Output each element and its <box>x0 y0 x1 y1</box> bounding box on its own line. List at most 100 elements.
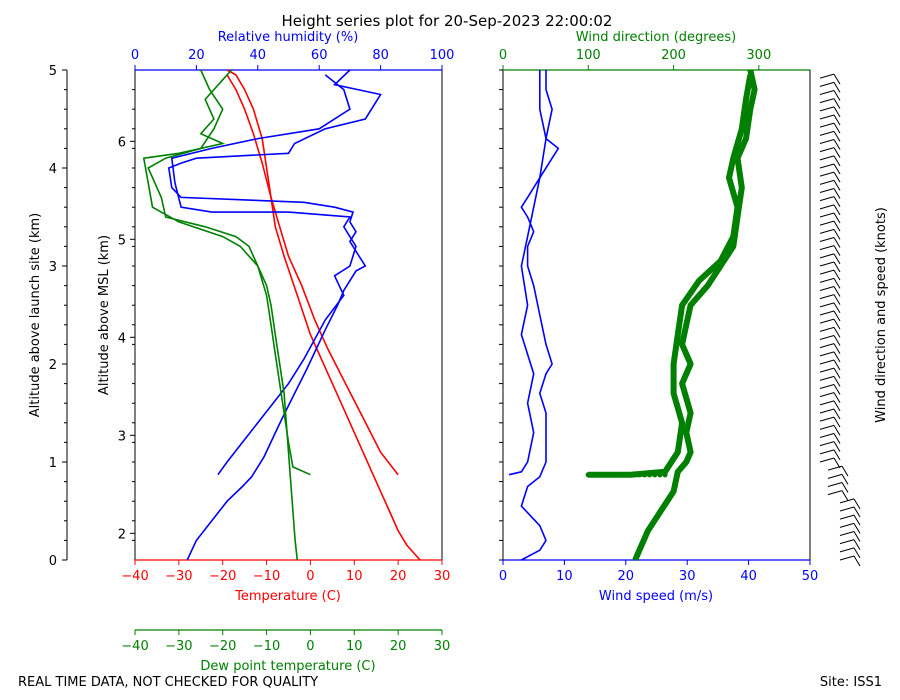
msl-tick-label: 4 <box>118 331 126 346</box>
wind-barb <box>819 375 835 381</box>
series-temp-line <box>226 69 421 561</box>
rh-tick-label: 0 <box>131 48 139 63</box>
wind-barb <box>819 114 835 120</box>
thermo-tick-group: −40 −30 −20 −10 0 10 20 30−40 −30 −20 −10 0 10 20 300 2… <box>49 48 455 654</box>
wdir-tick-label: 300 <box>746 48 771 63</box>
wdir-marker <box>585 472 591 478</box>
rh-tick-label: 100 <box>430 48 455 63</box>
msl-tick-label: 6 <box>118 135 126 150</box>
wspd-tick-label: 30 <box>679 569 696 584</box>
wind-barb-flag <box>833 90 841 101</box>
wind-barb-flag <box>833 171 841 183</box>
wind-barb <box>819 384 835 389</box>
wind-barb-flag <box>833 327 841 338</box>
temp-tick-label: 10 <box>346 569 363 584</box>
wind-barb <box>819 433 835 438</box>
wind-barb-flag <box>833 359 841 371</box>
wind-barb-flag <box>853 539 861 550</box>
wdir-marker <box>621 472 627 478</box>
wspd-tick-label: 10 <box>556 569 573 584</box>
wind-barb-flag <box>833 457 841 469</box>
wind-barb-flag <box>833 253 841 265</box>
wind-barb-flag <box>833 376 841 387</box>
series-rh-line <box>170 74 357 476</box>
wind-barb <box>819 286 835 291</box>
wind-tick-group: 0 10 20 30 40 50 0 100 200 300 <box>499 48 818 584</box>
wind-barb <box>819 269 835 275</box>
wind-barb-flag <box>833 155 841 167</box>
wdir-marker <box>606 472 612 478</box>
wind-barb <box>819 163 835 169</box>
wind-barb <box>827 465 843 471</box>
wind-barb <box>819 424 835 430</box>
wind-barb <box>819 139 835 144</box>
wind-barb <box>819 261 835 267</box>
wind-barb <box>827 482 843 487</box>
wind-barb <box>839 514 855 520</box>
temp-axis-label: Temperature (C) <box>234 589 341 604</box>
series-dew-line <box>142 69 311 476</box>
wind-barb-flag <box>833 441 841 452</box>
rh-tick-label: 60 <box>311 48 328 63</box>
wind-barb-flag <box>833 278 841 289</box>
temp-tick-label: 20 <box>390 569 407 584</box>
wind-barb-flag <box>833 294 841 305</box>
wind-barb <box>819 237 835 242</box>
series-rh-line <box>167 69 382 561</box>
site-tick-label: 5 <box>49 64 57 79</box>
wind-barb <box>839 531 855 536</box>
wind-barb <box>819 400 835 406</box>
wind-barb-flag <box>833 245 841 256</box>
wind-barb-flag <box>833 343 841 354</box>
series-wdir-line <box>632 69 758 562</box>
wind-barb <box>819 130 835 136</box>
site-label: Site: ISS1 <box>820 675 882 690</box>
wind-barb-flag <box>833 408 841 420</box>
wind-barb-flag <box>833 180 841 191</box>
wdir-tick-label: 0 <box>499 48 507 63</box>
wind-barb-flag <box>833 286 841 297</box>
wind-barb-flag <box>833 416 841 428</box>
wind-barb-flag <box>833 220 841 232</box>
wind-barb <box>819 212 835 218</box>
wdir-tick-label: 100 <box>576 48 601 63</box>
series-wspd-line <box>520 70 560 561</box>
wind-barb-flag <box>833 73 841 85</box>
wind-barb-flag <box>833 318 841 330</box>
wspd-tick-label: 0 <box>499 569 507 584</box>
wind-barb <box>819 228 835 234</box>
wdir-marker <box>647 472 653 478</box>
rh-tick-label: 20 <box>188 48 205 63</box>
wind-barb <box>819 294 835 300</box>
wdir-marker <box>611 472 617 478</box>
site-tick-label: 2 <box>49 358 57 373</box>
series-wdir-line <box>588 74 754 478</box>
wind-barb-flag <box>833 433 841 444</box>
wdir-marker <box>601 472 607 478</box>
dewpoint-tick-label: −30 <box>165 639 192 654</box>
wind-barb-flag <box>833 106 841 118</box>
wind-barb <box>819 408 835 414</box>
rh-tick-label: 40 <box>250 48 267 63</box>
wind-barb <box>819 90 835 95</box>
dewpoint-tick-label: −40 <box>121 639 148 654</box>
wind-barb-flag <box>841 482 849 493</box>
wind-barb-flag <box>833 269 841 281</box>
wind-barb <box>819 318 835 324</box>
series-temp-line <box>226 74 399 476</box>
dewpoint-tick-label: −10 <box>253 639 280 654</box>
wind-barb <box>819 351 835 357</box>
site-axis-label: Altitude above launch site (km) <box>28 213 43 417</box>
wind-barb-flag <box>833 82 841 93</box>
temp-tick-label: −20 <box>209 569 236 584</box>
wind-barb <box>819 441 835 447</box>
wind-barb-flag <box>833 384 841 395</box>
wind-barb <box>839 522 855 528</box>
dewpoint-axis-label: Dew point temperature (C) <box>200 659 375 674</box>
wdir-marker <box>657 472 663 478</box>
wind-barb <box>819 147 835 153</box>
wind-barb <box>819 122 835 128</box>
wdir-marker <box>626 472 632 478</box>
site-tick-label: 1 <box>49 456 57 471</box>
